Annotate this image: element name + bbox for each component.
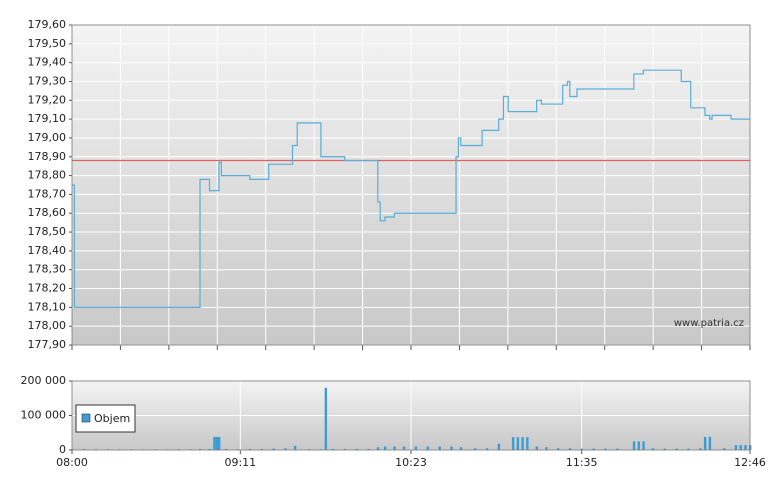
x-tick-label: 08:00 [56, 456, 88, 469]
volume-bar [402, 446, 406, 450]
volume-bar [217, 436, 221, 450]
volume-bar [516, 437, 520, 450]
volume-bar [393, 446, 396, 450]
y-tick-label: 179,10 [28, 112, 67, 125]
y-tick-label: 178,00 [28, 319, 67, 332]
volume-bar [497, 443, 501, 450]
volume-bar [708, 436, 712, 450]
volume-bar [324, 387, 328, 450]
volume-bar [355, 448, 358, 450]
y-tick-label: 0 [59, 443, 66, 456]
volume-bar [414, 446, 418, 450]
volume-bar [734, 445, 738, 450]
volume-bar [376, 447, 380, 450]
y-tick-label: 179,30 [28, 74, 67, 87]
volume-bar [703, 436, 707, 450]
y-tick-label: 178,40 [28, 244, 67, 257]
volume-bar [260, 448, 264, 450]
volume-bar [511, 437, 515, 450]
y-tick-label: 178,80 [28, 169, 67, 182]
volume-bar [438, 446, 441, 450]
volume-bar [675, 448, 678, 450]
volume-bar [426, 446, 429, 450]
y-tick-label: 200 000 [21, 374, 67, 387]
volume-bar [580, 448, 584, 450]
volume-bar [293, 445, 297, 450]
panel-border [71, 380, 751, 451]
volume-bar [632, 441, 636, 450]
y-tick-label: 178,70 [28, 187, 67, 200]
volume-bar [651, 448, 655, 450]
y-tick-label: 179,60 [28, 18, 67, 31]
volume-bar [331, 448, 335, 450]
volume-bar [616, 448, 619, 450]
volume-bar [248, 448, 252, 450]
volume-bar [526, 437, 529, 450]
y-tick-label: 177,90 [28, 338, 67, 351]
volume-bar [699, 448, 702, 450]
x-tick-label: 10:23 [395, 456, 427, 469]
volume-bar [535, 446, 539, 450]
y-tick-label: 179,50 [28, 37, 67, 50]
y-tick-label: 179,40 [28, 56, 67, 69]
y-tick-label: 100 000 [21, 409, 67, 422]
volume-bar [474, 448, 477, 450]
panel-border [71, 24, 751, 346]
x-tick-label: 11:35 [566, 456, 598, 469]
legend-label: Objem [94, 412, 130, 425]
volume-bar [225, 448, 228, 450]
watermark: www.patria.cz [674, 318, 744, 329]
volume-bar [744, 445, 747, 450]
price-line [72, 69, 750, 308]
volume-bar [592, 448, 595, 450]
y-tick-label: 178,10 [28, 300, 67, 313]
volume-bar [208, 448, 211, 450]
volume-bar [199, 448, 202, 450]
volume-bar [284, 448, 287, 450]
volume-bar [556, 448, 560, 450]
volume-bar [739, 445, 742, 450]
volume-bar [604, 448, 607, 450]
volume-bar [215, 436, 219, 450]
y-tick-label: 178,60 [28, 206, 67, 219]
volume-bar [722, 448, 726, 450]
volume-bar [213, 436, 216, 450]
volume-bar [383, 446, 387, 450]
x-tick-label: 09:11 [224, 456, 256, 469]
volume-bar [521, 437, 524, 450]
volume-bar [642, 441, 645, 450]
y-tick-label: 178,30 [28, 263, 67, 276]
volume-bar [367, 448, 370, 450]
volume-bar [637, 441, 640, 450]
y-tick-label: 178,20 [28, 282, 67, 295]
x-tick-label: 12:46 [734, 456, 766, 469]
y-tick-label: 179,20 [28, 93, 67, 106]
volume-bar [545, 447, 548, 450]
legend-swatch [81, 413, 91, 423]
volume-bar [568, 448, 572, 450]
y-tick-label: 178,90 [28, 150, 67, 163]
volume-bar [687, 448, 690, 450]
volume-bar [663, 448, 667, 450]
volume-bar [343, 448, 347, 450]
volume-bar [450, 446, 453, 450]
y-tick-label: 178,50 [28, 225, 67, 238]
y-tick-label: 179,00 [28, 131, 67, 144]
volume-bar [485, 448, 489, 450]
volume-bar [272, 448, 275, 450]
volume-bar [459, 447, 463, 450]
